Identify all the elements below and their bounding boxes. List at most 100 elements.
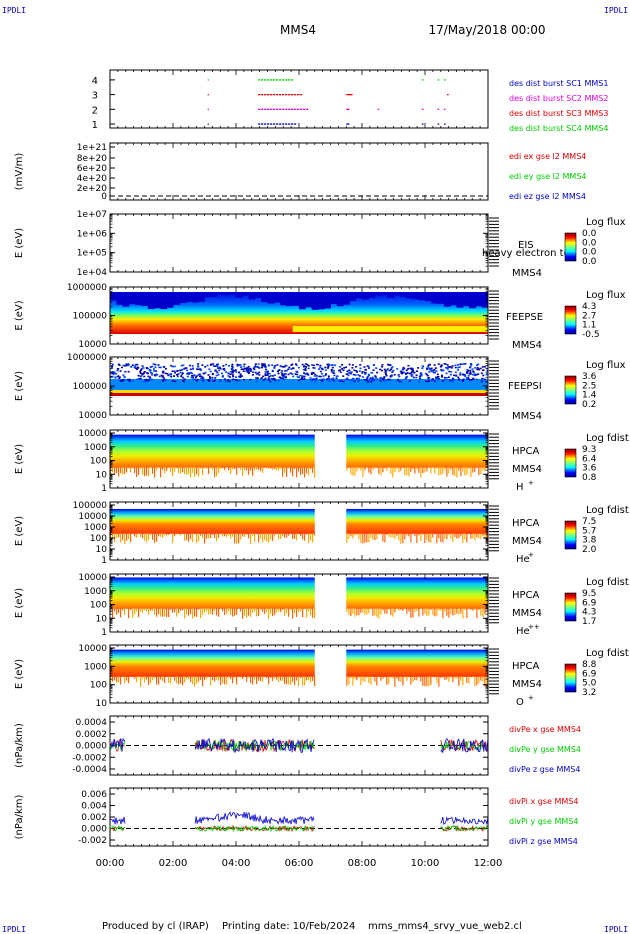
feepsi-speckle [431,378,434,380]
feepse-structure [210,292,218,297]
hpca-ragged-edge [442,533,444,543]
feepsi-speckle [312,364,315,367]
colorbar-title: Log fdist [586,648,629,659]
feepsi-speckle [441,375,444,378]
feepsi-speckle [412,370,415,372]
feepsi-speckle [111,375,114,378]
hpca-ragged-edge [180,676,182,684]
hpca-ragged-edge [214,533,216,539]
hpca-ragged-edge [366,676,368,678]
hpca-ragged-edge [478,608,480,610]
feepsi-speckle [383,377,386,379]
feepsi-speckle [367,374,370,377]
feepsi-speckle [310,373,313,376]
feepsi-speckle [482,374,485,377]
feepsi-speckle [222,368,225,370]
feepsi-speckle [309,377,312,379]
feepsi-speckle [457,364,460,366]
feepsi-speckle [425,380,428,383]
feepsi-speckle [273,377,276,380]
hpca-ragged-edge [462,608,464,619]
feepse-structure [173,292,180,305]
feepsi-band [110,393,488,396]
hpca-ragged-edge [460,467,462,477]
feepsi-speckle [485,373,488,376]
hpca-ragged-edge [218,467,220,474]
feepsi-speckle [245,370,248,373]
feepsi-speckle [147,372,150,375]
feepsi-speckle [231,378,234,381]
feepsi-speckle [154,374,157,377]
hpca-ragged-edge [302,467,304,475]
hpca_he-y-tick-label: 1 [101,556,107,566]
feepsi-speckle [188,364,191,367]
feepsi-speckle [469,371,472,374]
hpca-ragged-edge [432,676,434,678]
feepsi-speckle [118,364,121,366]
hpca-ragged-edge [276,676,278,680]
feepsi-speckle [434,367,437,369]
burst-mark [270,108,273,110]
feepsi-speckle [364,373,367,375]
feepsi-speckle [206,364,209,367]
feepsi-speckle [212,380,215,383]
feepsi-speckle [287,373,290,376]
divpe-y-tick-label: 0.0002 [76,730,108,740]
burst-mark [285,79,288,81]
feepsi-speckle [191,365,194,367]
hpca-ragged-edge [464,533,466,540]
hpca-ragged-edge [306,467,308,474]
hpca-ragged-edge [370,467,372,475]
hpca-ragged-edge [436,467,438,469]
divpi-y-tick-label: -0.002 [78,836,107,846]
hpca-ragged-edge [414,676,416,681]
hpca-ragged-edge [368,676,370,684]
feepse-structure [160,292,168,310]
feepsi-speckle [418,375,421,378]
feepse-structure [481,292,489,308]
feepsi-speckle [340,379,343,382]
feepse-structure [349,292,357,301]
feepsi-speckle [412,376,415,379]
hpca-ragged-edge [240,533,242,540]
feepsi-speckle [462,363,465,365]
hpca-ragged-edge [440,676,442,678]
feepsi-speckle [468,378,471,381]
feepsi-speckle [381,364,384,366]
feepsi-speckle [290,364,293,366]
hpca-ragged-edge [268,467,270,469]
feepsi-speckle [192,378,195,381]
feepsi-speckle [253,366,256,369]
feepsi-speckle [231,368,234,371]
hpca-ragged-edge [430,467,432,474]
feepsi-speckle [266,374,269,376]
feepsi-speckle [471,368,474,370]
feepsi-speckle [443,376,446,379]
hpca-ragged-edge [238,533,240,544]
feepsi-speckle [135,368,138,371]
hpca-ragged-edge [144,467,146,477]
feepsi-speckle [298,379,301,382]
hpca-ragged-edge [482,608,484,618]
hpca-ragged-edge [482,676,484,682]
hpca-ragged-edge [134,467,136,474]
hpca-ragged-edge [194,676,196,687]
feepsi-speckle [256,377,259,379]
hpca_h-instrument-label: HPCA [512,446,540,457]
feepsi-speckle [363,366,366,368]
feepsi-speckle [191,376,194,379]
feepsi-speckle [118,376,121,378]
feepsi-speckle [369,380,372,383]
hpca-ragged-edge [368,533,370,543]
feepsi-speckle [236,365,239,367]
hpca-ragged-edge [224,467,226,471]
feepsi-speckle [485,380,488,383]
burst-level-label: 2 [92,105,98,116]
hpca-ragged-edge [180,533,182,536]
hpca_o-y-axis-label: E (eV) [14,659,25,689]
colorbar-tick-label: 3.2 [582,688,596,698]
hpca-ragged-edge [358,676,360,678]
hpca-ragged-edge [258,533,260,543]
hpca-ragged-edge [266,533,268,542]
feepsi-speckle [341,363,344,366]
